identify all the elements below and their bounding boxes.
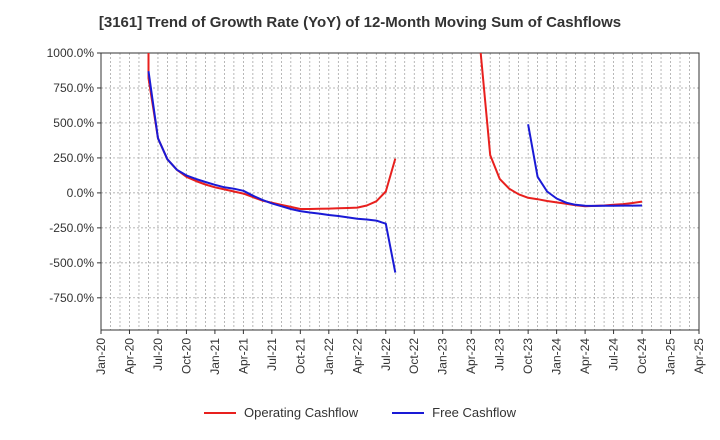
legend-label: Operating Cashflow <box>244 405 359 420</box>
x-tick-label: Jan-22 <box>322 338 336 375</box>
y-tick-label: 0.0% <box>67 186 95 200</box>
y-tick-label: 500.0% <box>53 116 94 130</box>
x-tick-label: Jan-20 <box>94 338 108 375</box>
x-tick-label: Oct-21 <box>293 338 307 374</box>
x-tick-label: Jul-23 <box>493 338 507 371</box>
y-tick-label: -500.0% <box>49 256 94 270</box>
x-tick-label: Apr-25 <box>692 338 706 374</box>
legend: Operating Cashflow Free Cashflow <box>0 405 720 420</box>
series-line-segment <box>479 53 643 208</box>
x-tick-label: Oct-22 <box>407 338 421 374</box>
x-tick-label: Jul-21 <box>265 338 279 371</box>
legend-label: Free Cashflow <box>432 405 516 420</box>
x-tick-label: Oct-20 <box>179 338 193 374</box>
x-tick-label: Apr-24 <box>578 338 592 374</box>
x-tick-label: Jul-20 <box>151 338 165 371</box>
x-tick-label: Jan-25 <box>664 338 678 375</box>
series-line-segment <box>527 124 643 207</box>
y-tick-label: 250.0% <box>53 151 94 165</box>
legend-item: Operating Cashflow <box>204 405 358 420</box>
legend-swatch <box>392 411 425 414</box>
plot-frame <box>100 52 700 331</box>
chart-title: [3161] Trend of Growth Rate (YoY) of 12-… <box>98 14 622 31</box>
x-tick-label: Jan-21 <box>208 338 222 375</box>
x-tick-label: Jul-22 <box>379 338 393 371</box>
x-tick-label: Jul-24 <box>607 338 621 371</box>
x-tick-label: Apr-22 <box>350 338 364 374</box>
y-tick-label: -750.0% <box>49 291 94 305</box>
x-tick-label: Apr-23 <box>464 338 478 374</box>
legend-item: Free Cashflow <box>392 405 516 420</box>
x-tick-label: Apr-20 <box>122 338 136 374</box>
x-tick-label: Jan-23 <box>436 338 450 375</box>
x-tick-label: Oct-24 <box>635 338 649 374</box>
y-tick-label: 750.0% <box>53 81 94 95</box>
x-tick-label: Oct-23 <box>521 338 535 374</box>
legend-swatch <box>204 411 236 414</box>
series-free-cashflow <box>147 71 643 273</box>
series-line-segment <box>147 71 397 273</box>
y-tick-label: 1000.0% <box>47 46 95 60</box>
x-tick-label: Jan-24 <box>550 338 564 375</box>
x-tick-label: Apr-21 <box>236 338 250 374</box>
y-tick-label: -250.0% <box>49 221 94 235</box>
